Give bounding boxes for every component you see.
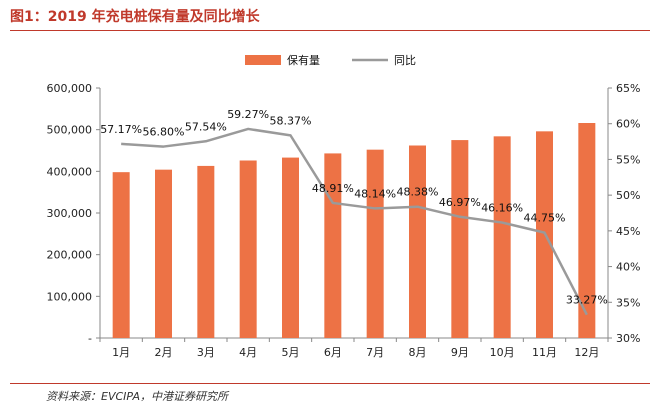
x-tick-label: 2月 — [155, 346, 173, 359]
bar — [409, 145, 426, 338]
line-path — [121, 127, 588, 316]
y-left-tick-label: 200,000 — [47, 249, 93, 262]
y-right-tick-label: 65% — [616, 82, 640, 95]
line-data-label: 57.54% — [185, 120, 227, 133]
x-tick-label: 12月 — [574, 346, 599, 359]
line-data-label: 58.37% — [270, 114, 312, 127]
title-divider — [10, 30, 650, 31]
figure-title: 图1：2019 年充电桩保有量及同比增长 — [10, 9, 260, 25]
source-divider — [10, 383, 650, 384]
x-tick-label: 3月 — [197, 346, 215, 359]
line-series — [121, 127, 588, 316]
bar — [197, 165, 215, 338]
y-right-tick-label: 55% — [616, 153, 640, 166]
y-left-tick-label: - — [88, 332, 92, 345]
bar — [578, 123, 596, 338]
legend-label-bar: 保有量 — [287, 53, 320, 67]
bar — [239, 160, 257, 338]
y-left-tick-label: 100,000 — [47, 290, 93, 303]
line-data-label: 33.27% — [566, 294, 608, 307]
y-right-tick-label: 40% — [616, 261, 640, 274]
y-left-tick-label: 400,000 — [47, 165, 93, 178]
x-tick-label: 4月 — [239, 346, 257, 359]
y-right-tick-label: 45% — [616, 225, 640, 238]
y-right-tick-label: 35% — [616, 296, 640, 309]
x-tick-label: 11月 — [532, 346, 557, 359]
line-data-label: 44.75% — [524, 212, 566, 225]
bar — [324, 153, 342, 338]
bar — [155, 169, 172, 338]
line-data-label: 57.17% — [100, 123, 142, 136]
bar — [366, 149, 384, 338]
x-tick-label: 10月 — [490, 346, 515, 359]
source-note: 资料来源：EVCIPA，中港证券研究所 — [46, 390, 229, 403]
x-tick-label: 1月 — [112, 346, 130, 359]
x-tick-label: 5月 — [282, 346, 300, 359]
bar — [493, 136, 511, 338]
x-tick-label: 6月 — [324, 346, 342, 359]
y-left-tick-label: 600,000 — [47, 82, 93, 95]
line-data-label: 48.14% — [354, 187, 396, 200]
axes: - 100,000 200,000 300,000 400,000 500,000 600,… — [47, 82, 641, 359]
bar-series — [112, 123, 596, 338]
line-data-label: 48.38% — [397, 186, 439, 199]
x-tick-label: 7月 — [366, 346, 384, 359]
y-right-tick-label: 30% — [616, 332, 640, 345]
y-left-tick-label: 500,000 — [47, 124, 93, 137]
legend-label-line: 同比 — [394, 54, 416, 67]
y-right-tick-label: 50% — [616, 189, 640, 202]
bar — [112, 172, 130, 338]
line-data-label: 46.16% — [481, 202, 523, 215]
line-data-label: 56.80% — [143, 126, 185, 139]
x-tick-label: 9月 — [451, 346, 469, 359]
line-data-label: 48.91% — [312, 182, 354, 195]
bar — [451, 140, 469, 338]
bar — [282, 157, 299, 338]
line-data-label: 59.27% — [227, 108, 269, 121]
y-left-tick-label: 300,000 — [47, 207, 93, 220]
line-data-label: 46.97% — [439, 196, 481, 209]
data-labels: 57.17% 56.80% 57.54%59.27% 58.37% 48.91% 48.1… — [100, 108, 608, 307]
x-tick-label: 8月 — [409, 346, 427, 359]
legend: 保有量 同比 — [245, 53, 416, 67]
legend-swatch-bar — [245, 55, 281, 65]
y-right-tick-label: 60% — [616, 118, 640, 131]
